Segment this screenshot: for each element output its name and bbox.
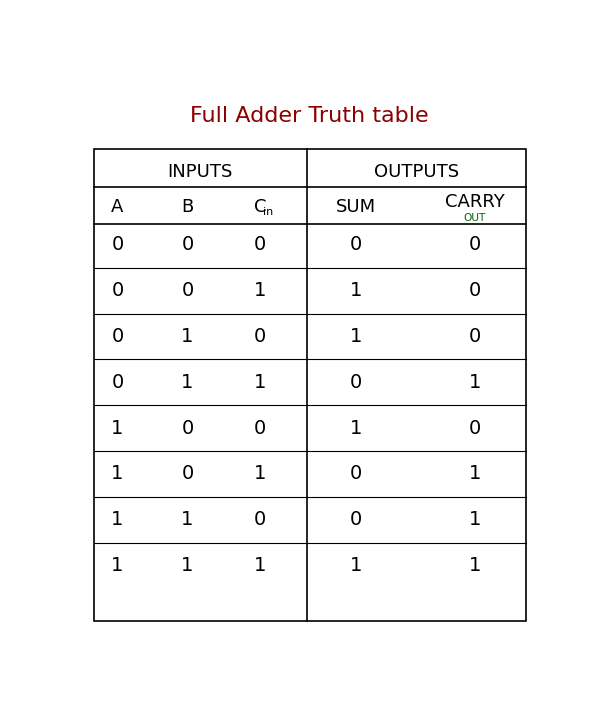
Text: 1: 1 [469,464,481,483]
Text: 1: 1 [254,464,266,483]
Text: INPUTS: INPUTS [168,163,233,181]
Text: 0: 0 [254,511,266,529]
Text: 0: 0 [182,281,194,300]
Text: 0: 0 [469,327,481,346]
Text: 0: 0 [182,235,194,255]
Text: 1: 1 [350,556,362,575]
Text: CARRY: CARRY [445,193,505,211]
Text: 0: 0 [254,327,266,346]
Text: in: in [264,207,274,217]
Text: 0: 0 [469,281,481,300]
Text: 1: 1 [469,373,481,392]
Text: 0: 0 [469,235,481,255]
Text: 1: 1 [111,556,124,575]
Text: 1: 1 [350,419,362,438]
Text: Full Adder Truth table: Full Adder Truth table [190,106,428,125]
Text: 0: 0 [182,419,194,438]
Text: 1: 1 [111,419,124,438]
Text: SUM: SUM [336,198,376,217]
Text: OUT: OUT [464,213,486,223]
Text: A: A [111,198,124,217]
Text: 1: 1 [469,556,481,575]
Text: 1: 1 [182,327,194,346]
Text: 1: 1 [111,464,124,483]
Text: B: B [182,198,194,217]
Text: 0: 0 [350,373,362,392]
Text: 0: 0 [112,281,124,300]
Text: 1: 1 [182,556,194,575]
Text: 1: 1 [254,281,266,300]
Text: 0: 0 [182,464,194,483]
Text: 1: 1 [254,556,266,575]
Text: 1: 1 [350,327,362,346]
Text: 0: 0 [112,235,124,255]
Bar [94,149,526,621]
Text: 1: 1 [182,511,194,529]
Text: 0: 0 [469,419,481,438]
Text: C: C [254,198,267,217]
Text: 1: 1 [469,511,481,529]
Text: 1: 1 [350,281,362,300]
Text: 0: 0 [350,464,362,483]
Text: OUTPUTS: OUTPUTS [374,163,459,181]
Text: 0: 0 [112,327,124,346]
Text: 0: 0 [350,511,362,529]
Text: 1: 1 [254,373,266,392]
Text: 0: 0 [254,235,266,255]
Text: 1: 1 [111,511,124,529]
Text: 0: 0 [254,419,266,438]
Text: 0: 0 [350,235,362,255]
Text: 1: 1 [182,373,194,392]
Text: 0: 0 [112,373,124,392]
